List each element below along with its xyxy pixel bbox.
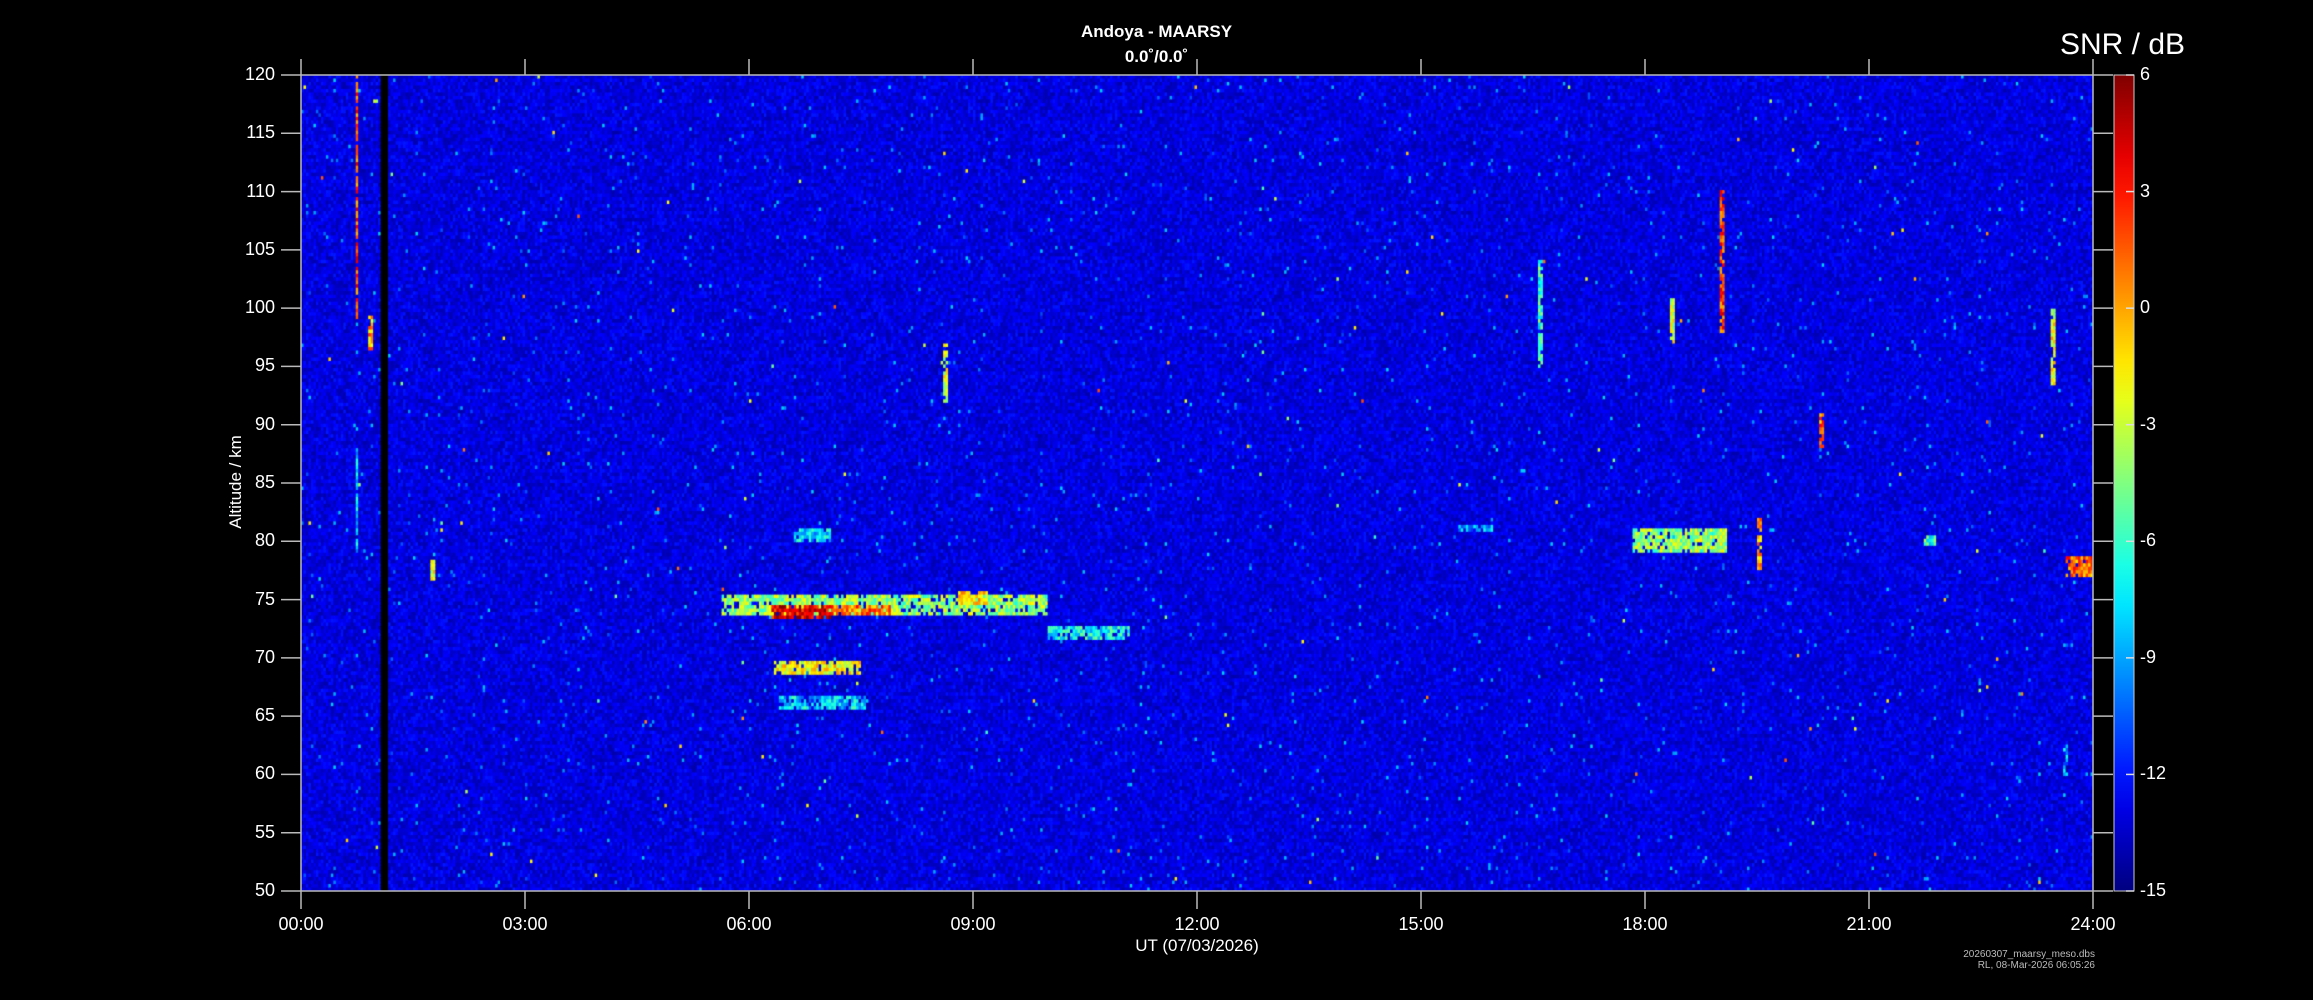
x-tick-label: 03:00 [502, 914, 548, 934]
colorbar-tick-label: 3 [2140, 180, 2151, 201]
colorbar-tick-label: 0 [2140, 297, 2151, 318]
y-tick-label: 60 [254, 763, 275, 784]
y-tick-label: 85 [254, 472, 275, 492]
y-tick-label: 70 [254, 646, 275, 667]
y-tick-label: 80 [254, 530, 275, 551]
x-axis-label: UT (07/03/2026) [1135, 936, 1259, 955]
colorbar-tick-label: -9 [2140, 646, 2157, 667]
y-tick-label: 55 [254, 821, 275, 842]
y-tick-label: 110 [246, 180, 275, 201]
colorbar-tick-label: -3 [2140, 413, 2157, 434]
y-tick-label: 120 [244, 64, 275, 84]
colorbar-tick-label: -15 [2140, 880, 2167, 900]
y-tick-label: 95 [254, 355, 275, 376]
x-tick-label: 24:00 [2070, 914, 2116, 934]
footer-generated: RL, 08-Mar-2026 06:05:26 [1977, 960, 2095, 971]
y-tick-label: 50 [254, 880, 275, 900]
x-tick-label: 18:00 [1622, 914, 1668, 934]
x-tick-label: 09:00 [950, 914, 996, 934]
x-tick-label: 06:00 [726, 914, 772, 934]
colorbar-label: SNR / dB [2060, 28, 2186, 61]
y-tick-label: 100 [244, 297, 275, 318]
x-tick-label: 21:00 [1846, 914, 1892, 934]
y-tick-label: 105 [244, 238, 275, 259]
x-tick-label: 12:00 [1174, 914, 1220, 934]
colorbar-tick-label: -12 [2140, 763, 2167, 784]
y-tick-label: 115 [246, 122, 275, 143]
snr-heatmap [301, 75, 2093, 891]
chart-subtitle: 0.0˚/0.0˚ [1124, 47, 1189, 66]
colorbar [2113, 74, 2135, 892]
colorbar-tick-label: 6 [2140, 64, 2151, 84]
y-tick-label: 90 [254, 413, 275, 434]
footer-filename: 20260307_maarsy_meso.dbs [1963, 949, 2095, 960]
y-tick-label: 75 [254, 588, 275, 609]
y-axis-label: Altitude / km [226, 435, 245, 529]
colorbar-tick-label: -6 [2140, 530, 2157, 551]
chart-title: Andoya - MAARSY [1080, 22, 1233, 41]
x-tick-label: 00:00 [278, 914, 324, 934]
y-tick-label: 65 [254, 705, 275, 726]
x-tick-label: 15:00 [1398, 914, 1444, 934]
